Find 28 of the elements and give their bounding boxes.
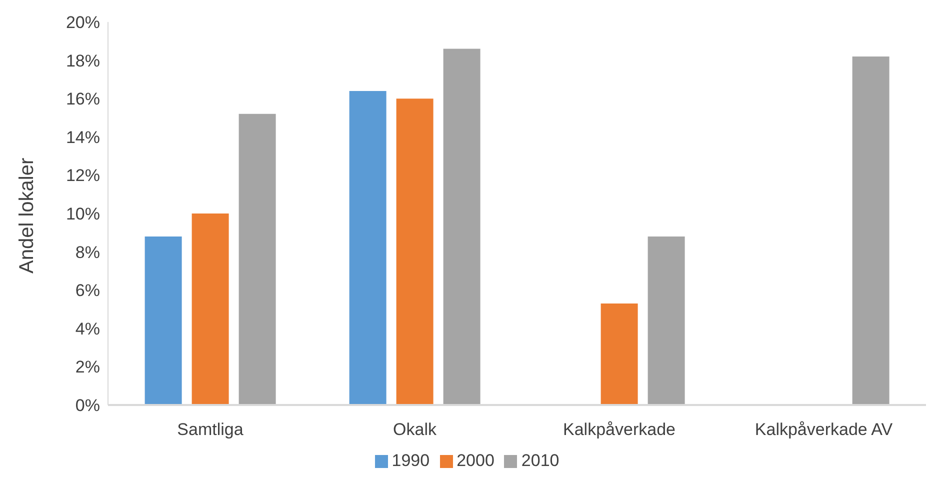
y-tick-label: 2% bbox=[75, 358, 100, 377]
legend-label: 2010 bbox=[521, 451, 560, 470]
y-tick-label: 4% bbox=[75, 319, 100, 338]
bar bbox=[443, 48, 480, 405]
y-axis-title: Andel lokaler bbox=[16, 158, 38, 274]
y-tick-label: 0% bbox=[75, 396, 100, 416]
bar bbox=[349, 90, 386, 405]
y-tick-label: 20% bbox=[66, 13, 100, 32]
bar bbox=[192, 214, 229, 405]
y-tick-label: 16% bbox=[66, 90, 100, 109]
x-tick-label: Kalkpåverkade AV bbox=[754, 420, 894, 440]
y-tick-label: 6% bbox=[75, 281, 100, 300]
bar bbox=[600, 304, 638, 405]
x-tick-label: Samtliga bbox=[177, 420, 244, 440]
y-tick-label: 12% bbox=[66, 166, 100, 186]
y-tick-label: 10% bbox=[66, 204, 100, 224]
bar bbox=[144, 236, 182, 405]
x-tick-label: Okalk bbox=[393, 420, 437, 440]
bar bbox=[852, 56, 890, 405]
legend-label: 2000 bbox=[456, 451, 494, 470]
bar bbox=[238, 114, 276, 405]
y-tick-label: 14% bbox=[66, 128, 100, 147]
bar bbox=[648, 236, 685, 405]
y-tick-label: 8% bbox=[75, 242, 100, 262]
bar bbox=[396, 98, 434, 405]
x-tick-label: Kalkpåverkade bbox=[563, 420, 676, 440]
y-tick-label: 18% bbox=[66, 51, 100, 70]
legend-label: 1990 bbox=[392, 451, 430, 470]
